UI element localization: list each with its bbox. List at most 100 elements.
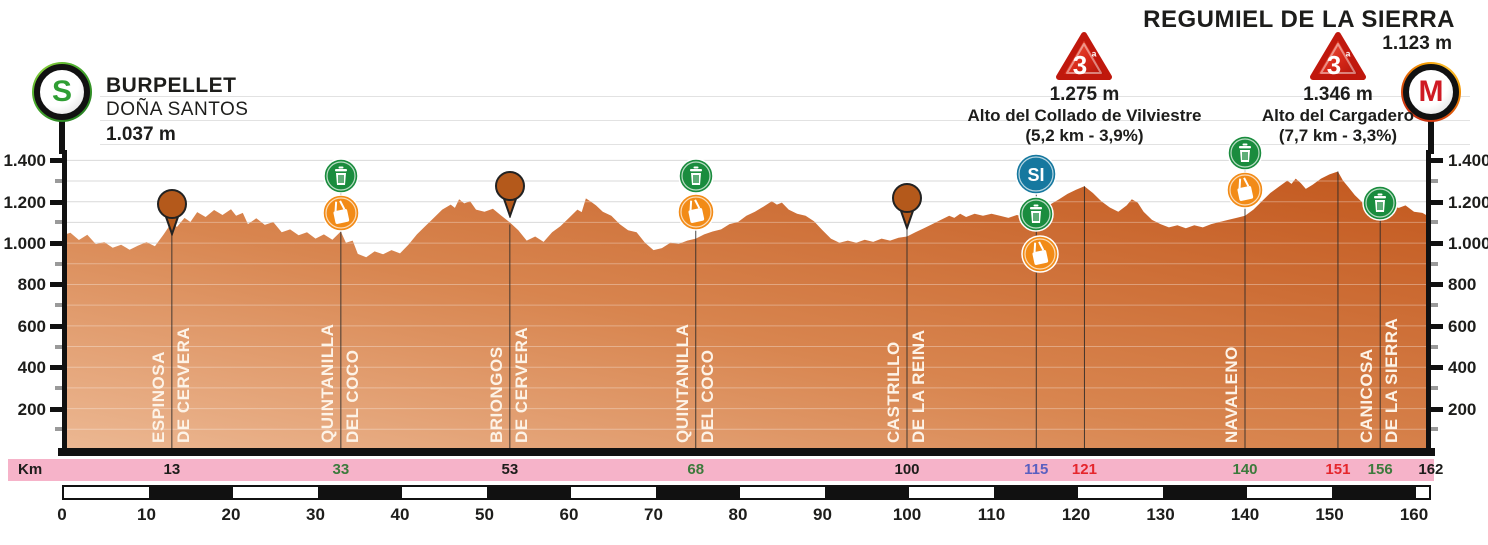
header-rule-2 (100, 120, 1470, 121)
y-tick-label-left: 600 (17, 316, 46, 336)
scale-block (824, 487, 909, 498)
scale-number: 30 (306, 505, 325, 524)
elevation-profile-area (62, 159, 1431, 450)
svg-text:ª: ª (1092, 49, 1097, 64)
y-tick-minor-left (55, 220, 62, 225)
y-tick-major-left (50, 241, 62, 247)
y-tick-major-right (1431, 406, 1443, 412)
scale-block (1247, 487, 1332, 498)
y-tick-label-right: 1.000 (1448, 234, 1488, 254)
y-tick-label-left: 1.400 (3, 151, 46, 171)
scale-block (486, 487, 571, 498)
y-tick-major-right (1431, 323, 1443, 329)
town-label: ESPINOSA (148, 351, 168, 443)
start-subtitle: DOÑA SANTOS (106, 99, 249, 120)
town-label: DE LA SIERRA (1382, 317, 1402, 443)
waste-zone-icon (1227, 135, 1263, 176)
y-tick-major-left (50, 365, 62, 371)
scale-block (148, 487, 233, 498)
y-tick-label-left: 400 (17, 358, 46, 378)
header-rule-3 (100, 144, 1470, 145)
y-tick-major-right (1431, 199, 1443, 205)
climb-1-elevation: 1.275 m (1049, 84, 1120, 105)
category-3-triangle-icon: 3 ª (1056, 32, 1113, 80)
scale-number: 90 (813, 505, 832, 524)
km-bar-value: 68 (687, 461, 705, 478)
town-pin-icon (493, 170, 527, 223)
y-tick-minor-left (55, 179, 62, 184)
feed-zone-icon (1020, 235, 1059, 278)
y-tick-major-left (50, 199, 62, 205)
waste-zone-icon (323, 158, 359, 199)
km-bar-value: 162 (1418, 461, 1444, 478)
intermediate-sprint-icon: SI (1015, 153, 1058, 200)
scale-number: 140 (1230, 505, 1260, 524)
scale-number: 70 (644, 505, 663, 524)
x-axis-bottom (58, 448, 1435, 456)
town-label: CASTRILLO (884, 341, 903, 443)
km-bar-value: 100 (894, 461, 920, 478)
scale-number: 130 (1146, 505, 1175, 524)
finish-title: REGUMIEL DE LA SIERRA (1143, 6, 1455, 33)
scale-block (571, 487, 656, 498)
scale-number: 40 (390, 505, 410, 524)
km-bar-value: 115 (1024, 461, 1049, 478)
town-label: CANICOSA (1357, 348, 1377, 443)
finish-badge-stem (1428, 118, 1434, 154)
y-tick-major-left (50, 323, 62, 329)
scale-number: 50 (475, 505, 494, 524)
climb-2-block: 3 ª 1.346 m Alto del Cargadero (7,7 km -… (1188, 30, 1488, 146)
y-tick-minor-right (1431, 427, 1438, 432)
scale-number: 100 (892, 505, 922, 524)
km-bar: Km 13 33 53 68 100 115 121 140 151 156 162 (8, 459, 1443, 481)
climb-1-detail: (5,2 km - 3,9%) (1025, 126, 1144, 145)
town-label: BRIONGOS (486, 346, 506, 443)
y-tick-major-right (1431, 365, 1443, 371)
y-tick-major-right (1431, 158, 1443, 164)
y-tick-minor-left (55, 427, 62, 432)
finish-letter: M (1403, 64, 1459, 120)
y-tick-label-right: 800 (1448, 275, 1477, 295)
y-tick-minor-right (1431, 344, 1438, 349)
km-bar-value: 140 (1232, 461, 1258, 478)
y-tick-label-right: 1.400 (1448, 151, 1488, 171)
y-axis-right (1426, 150, 1431, 456)
feed-zone-icon (677, 193, 715, 236)
profile-fill (62, 171, 1431, 450)
y-tick-major-left (50, 158, 62, 164)
y-tick-minor-right (1431, 261, 1438, 266)
y-tick-minor-right (1431, 303, 1438, 308)
town-label: NAVALENO (1222, 346, 1241, 443)
town-label: DE CERVERA (511, 326, 531, 443)
scale-number: 20 (221, 505, 241, 524)
town-pin-icon (890, 182, 924, 235)
y-tick-minor-right (1431, 220, 1438, 225)
y-tick-label-left: 800 (17, 275, 46, 295)
scale-block (740, 487, 825, 498)
svg-text:3: 3 (1327, 50, 1341, 80)
y-tick-label-right: 200 (1448, 399, 1477, 419)
km-bar-value: 13 (163, 461, 181, 478)
scale-block (655, 487, 740, 498)
y-axis-left (62, 150, 67, 456)
start-elevation: 1.037 m (106, 124, 176, 145)
start-badge: S (32, 62, 92, 122)
climb-2-detail: (7,7 km - 3,3%) (1278, 126, 1397, 145)
km-bar-value: 53 (501, 461, 519, 478)
km-bar-value: 151 (1325, 461, 1351, 478)
y-tick-major-right (1431, 282, 1443, 288)
town-pin-icon (155, 188, 189, 241)
feed-zone-icon (1226, 171, 1264, 214)
climb-1-name: Alto del Collado de Vilviestre (967, 106, 1202, 125)
scale-number: 60 (559, 505, 579, 524)
scale-number: 120 (1061, 505, 1091, 524)
category-3-triangle-icon: 3 ª (1309, 32, 1366, 80)
finish-elevation: 1.123 m (1382, 33, 1452, 54)
feed-zone-icon (322, 194, 360, 237)
scale-block (993, 487, 1078, 498)
y-tick-label-right: 600 (1448, 316, 1477, 336)
waste-zone-icon (1362, 185, 1398, 226)
y-tick-major-left (50, 282, 62, 288)
scale-block (402, 487, 487, 498)
